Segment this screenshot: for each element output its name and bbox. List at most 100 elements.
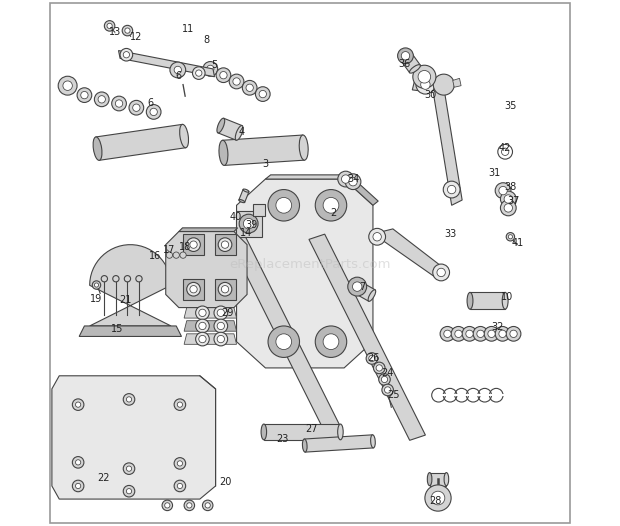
Text: 37: 37: [507, 196, 520, 206]
Circle shape: [77, 88, 92, 103]
Text: 20: 20: [219, 477, 231, 487]
Circle shape: [440, 327, 455, 341]
Circle shape: [218, 238, 232, 251]
Text: 29: 29: [221, 308, 233, 318]
Text: 33: 33: [445, 229, 457, 239]
Circle shape: [425, 485, 451, 511]
Text: 12: 12: [130, 33, 142, 43]
Circle shape: [506, 232, 515, 241]
Circle shape: [101, 276, 107, 282]
Polygon shape: [166, 231, 247, 308]
Ellipse shape: [371, 435, 375, 448]
Circle shape: [488, 330, 495, 338]
Ellipse shape: [243, 189, 249, 192]
Text: 36: 36: [398, 58, 410, 69]
Text: 42: 42: [499, 143, 511, 153]
Circle shape: [217, 322, 224, 330]
Circle shape: [504, 195, 513, 203]
Polygon shape: [184, 308, 237, 318]
Text: 17: 17: [163, 245, 175, 255]
Text: 7: 7: [360, 281, 366, 291]
Circle shape: [76, 402, 81, 407]
Ellipse shape: [502, 292, 508, 309]
Circle shape: [397, 48, 414, 64]
Text: 23: 23: [277, 434, 289, 444]
Circle shape: [190, 286, 197, 293]
Circle shape: [98, 96, 105, 103]
Ellipse shape: [219, 140, 228, 165]
Polygon shape: [430, 472, 446, 485]
Text: 13: 13: [108, 27, 121, 37]
Circle shape: [187, 238, 200, 251]
Circle shape: [369, 228, 386, 245]
Text: eReplacementParts.com: eReplacementParts.com: [229, 258, 391, 270]
Circle shape: [218, 282, 232, 296]
Text: 28: 28: [430, 495, 442, 505]
Circle shape: [477, 330, 484, 338]
Text: 3: 3: [262, 159, 268, 169]
Circle shape: [500, 191, 516, 207]
Text: 34: 34: [347, 174, 359, 184]
Circle shape: [192, 67, 205, 79]
Circle shape: [259, 90, 267, 98]
Circle shape: [323, 334, 339, 350]
Polygon shape: [52, 376, 216, 499]
Polygon shape: [215, 234, 236, 255]
Circle shape: [58, 76, 77, 95]
Ellipse shape: [261, 424, 267, 440]
Ellipse shape: [444, 472, 449, 485]
Circle shape: [473, 327, 488, 341]
Circle shape: [348, 277, 366, 296]
Polygon shape: [309, 234, 425, 440]
Text: 5: 5: [211, 59, 218, 70]
Circle shape: [190, 241, 197, 248]
Circle shape: [122, 25, 133, 36]
Circle shape: [510, 330, 517, 338]
Circle shape: [455, 330, 462, 338]
Circle shape: [177, 461, 182, 466]
Circle shape: [123, 393, 135, 405]
Circle shape: [125, 28, 130, 33]
Circle shape: [315, 189, 347, 221]
Ellipse shape: [236, 126, 243, 140]
Circle shape: [376, 365, 383, 371]
Circle shape: [217, 309, 224, 317]
Polygon shape: [237, 179, 373, 368]
Polygon shape: [412, 79, 462, 205]
Text: 25: 25: [388, 390, 400, 400]
Polygon shape: [254, 204, 265, 216]
Ellipse shape: [303, 439, 307, 452]
Text: 18: 18: [179, 242, 191, 252]
Polygon shape: [183, 234, 204, 255]
Circle shape: [146, 105, 161, 119]
Ellipse shape: [239, 199, 245, 203]
Circle shape: [123, 485, 135, 497]
Circle shape: [196, 306, 210, 320]
Circle shape: [504, 204, 513, 212]
Circle shape: [353, 282, 362, 291]
Polygon shape: [453, 78, 461, 87]
Text: 14: 14: [240, 228, 252, 238]
Ellipse shape: [368, 290, 376, 301]
Text: 40: 40: [229, 212, 242, 222]
Circle shape: [276, 197, 291, 213]
Ellipse shape: [299, 135, 308, 160]
Text: 6: 6: [176, 70, 182, 80]
Circle shape: [401, 52, 410, 60]
Text: 35: 35: [504, 100, 516, 110]
Circle shape: [73, 457, 84, 468]
Ellipse shape: [400, 52, 411, 60]
Circle shape: [416, 75, 435, 94]
Circle shape: [443, 181, 460, 198]
Circle shape: [366, 353, 378, 364]
Circle shape: [413, 65, 436, 88]
Circle shape: [199, 336, 206, 343]
Polygon shape: [470, 292, 505, 309]
Circle shape: [196, 70, 202, 76]
Text: 16: 16: [149, 251, 161, 261]
Text: 22: 22: [97, 473, 110, 483]
Circle shape: [113, 276, 119, 282]
Text: 39: 39: [245, 220, 257, 230]
Text: 30: 30: [425, 90, 436, 100]
Circle shape: [495, 327, 510, 341]
